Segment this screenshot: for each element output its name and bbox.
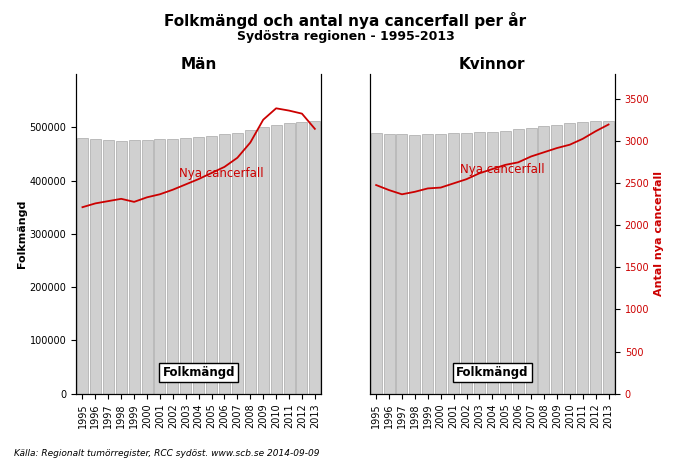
- Text: Nya cancerfall: Nya cancerfall: [460, 163, 545, 176]
- Bar: [551, 125, 562, 394]
- Bar: [90, 139, 101, 394]
- Title: Kvinnor: Kvinnor: [459, 56, 526, 71]
- Bar: [245, 130, 256, 394]
- Bar: [296, 122, 307, 394]
- Text: Sydöstra regionen - 1995-2013: Sydöstra regionen - 1995-2013: [236, 30, 455, 43]
- Y-axis label: Antal nya cancerfall: Antal nya cancerfall: [654, 171, 663, 296]
- Text: Källa: Regionalt tumörregister, RCC sydöst. www.scb.se 2014-09-09: Källa: Regionalt tumörregister, RCC sydö…: [14, 450, 319, 458]
- Bar: [155, 139, 165, 394]
- Bar: [219, 134, 230, 394]
- Bar: [310, 121, 321, 394]
- Text: Folkmängd: Folkmängd: [162, 366, 235, 379]
- Bar: [167, 138, 178, 394]
- Bar: [526, 128, 536, 394]
- Bar: [590, 121, 601, 394]
- Bar: [142, 139, 153, 394]
- Bar: [258, 127, 269, 394]
- Bar: [283, 123, 294, 394]
- Bar: [271, 125, 282, 394]
- Bar: [422, 134, 433, 394]
- Bar: [448, 133, 459, 394]
- Bar: [577, 122, 588, 394]
- Bar: [397, 134, 408, 394]
- Bar: [435, 134, 446, 394]
- Bar: [129, 140, 140, 394]
- Bar: [500, 131, 511, 394]
- Text: Folkmängd och antal nya cancerfall per år: Folkmängd och antal nya cancerfall per å…: [164, 12, 527, 29]
- Bar: [603, 121, 614, 394]
- Bar: [384, 134, 395, 394]
- Bar: [77, 138, 88, 394]
- Bar: [180, 138, 191, 394]
- Text: Folkmängd: Folkmängd: [456, 366, 529, 379]
- Title: Män: Män: [180, 56, 217, 71]
- Bar: [538, 126, 549, 394]
- Bar: [409, 135, 420, 394]
- Bar: [370, 133, 381, 394]
- Y-axis label: Folkmängd: Folkmängd: [17, 200, 27, 268]
- Bar: [461, 133, 472, 394]
- Bar: [565, 123, 576, 394]
- Bar: [115, 141, 126, 394]
- Bar: [103, 140, 114, 394]
- Bar: [232, 133, 243, 394]
- Bar: [474, 132, 485, 394]
- Text: Nya cancerfall: Nya cancerfall: [179, 167, 264, 180]
- Bar: [513, 130, 524, 394]
- Bar: [487, 131, 498, 394]
- Bar: [193, 137, 204, 394]
- Bar: [206, 136, 217, 394]
